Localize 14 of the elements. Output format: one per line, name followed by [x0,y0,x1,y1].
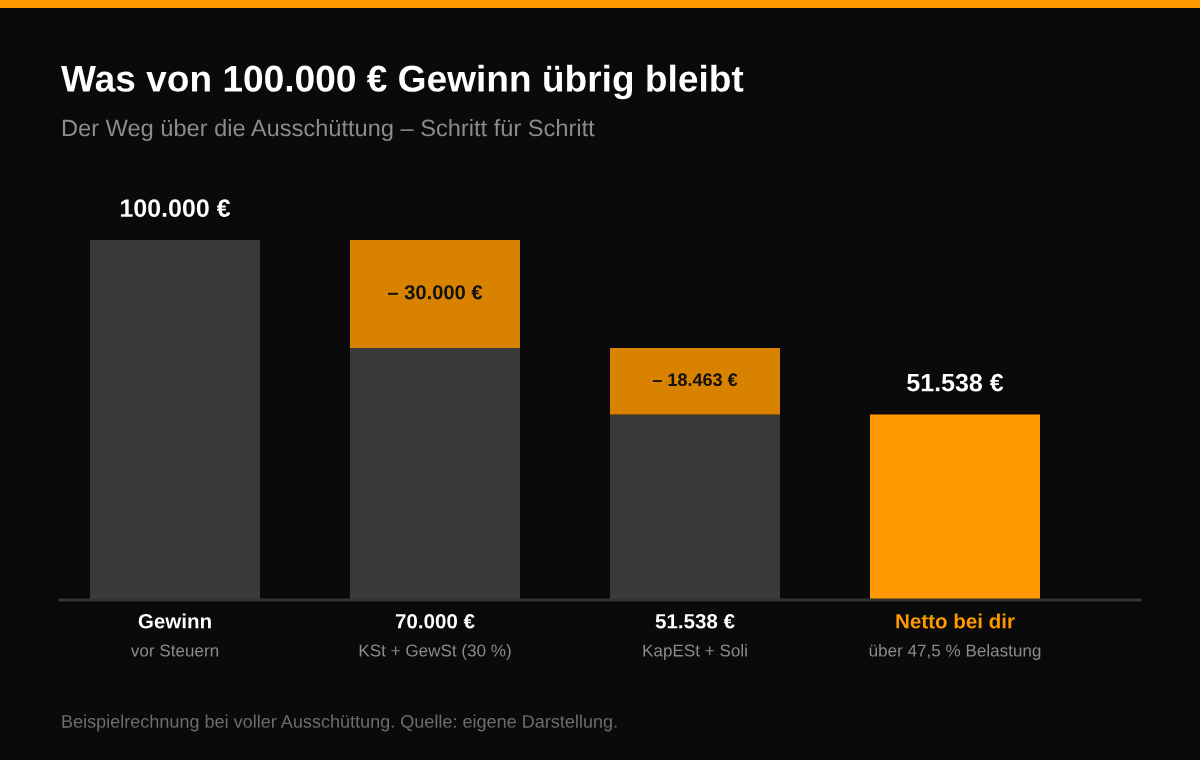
data-label: 100.000 € [120,199,231,217]
data-label: 51.538 € [907,373,1004,392]
x-tick-label: Gewinn vor Steuern [130,613,219,657]
chart-title: Was von 100.000 € Gewinn übrig bleibt [61,64,744,100]
bar [870,414,1040,600]
annotation: – 18.463 € [652,373,738,387]
x-tick-label: 70.000 € KSt + GewSt (30 %) [359,613,511,660]
bar [610,348,780,415]
chart-subtitle: Der Weg über die Ausschüttung – Schritt für Schritt [62,119,595,141]
x-tick-label: 51.538 € KapESt + Soli [643,613,747,660]
annotation: – 30.000 € [388,285,483,300]
bar [350,240,520,348]
x-tick-label: Netto bei dir über 47,5 % Belastung [869,613,1041,660]
text: Beispielrechnung bei voller Ausschüttung. Quelle: eigene Darstellung. [62,714,617,732]
